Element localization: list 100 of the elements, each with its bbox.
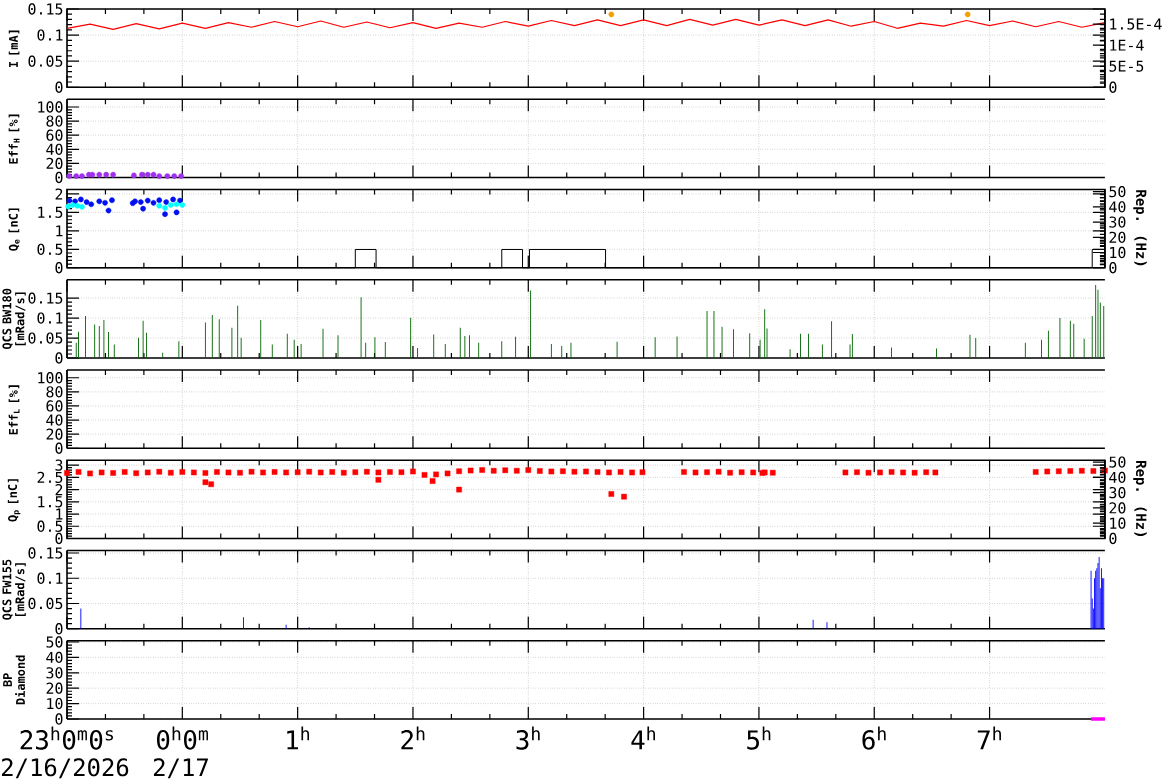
- y-tick-label: 0.1: [37, 312, 63, 324]
- y-tick-label: 40: [46, 651, 63, 664]
- y-tick-label: 80: [46, 115, 63, 127]
- y-tick-label: 100: [38, 101, 63, 113]
- y-tick-label: 0: [55, 623, 63, 635]
- y-axis-title: QCS FW155 [mRad/s]: [2, 559, 26, 620]
- point: [65, 203, 71, 210]
- point: [109, 197, 115, 203]
- y-axis-title: BP Diamond: [3, 655, 25, 705]
- y-tick-label: 2: [55, 484, 63, 496]
- y2-axis-title: Rep. (Hz): [1133, 461, 1147, 536]
- point: [88, 201, 95, 208]
- y2-tick-label: 1.5E-4: [1110, 18, 1162, 30]
- point: [74, 202, 81, 209]
- y-tick-label: 0: [55, 352, 63, 364]
- y2-tick-label: 0: [1109, 81, 1117, 93]
- y-tick-label: 1: [56, 508, 63, 520]
- y-axis-title: I [mA]: [8, 30, 20, 68]
- y-tick-label: 3: [55, 459, 63, 471]
- y-tick-label: 0.15: [28, 3, 63, 15]
- y-tick-label: 60: [46, 400, 63, 412]
- x-tick-label: 7$^{h}$: [977, 726, 1001, 750]
- point: [162, 211, 168, 218]
- point: [105, 207, 112, 214]
- x-tick-label: 23$^{h}$0$^{m}$0$^{s}$: [20, 726, 114, 750]
- y-tick-label: 0.15: [28, 292, 63, 304]
- point: [162, 205, 168, 211]
- x-tick-label: 3$^{h}$: [516, 726, 540, 750]
- y2-tick-label: 10: [1110, 246, 1126, 259]
- y-tick-label: 0.05: [28, 55, 63, 67]
- y-tick-label: 2: [55, 188, 63, 200]
- y2-tick-label: 0: [1109, 532, 1117, 545]
- point: [144, 197, 151, 204]
- y-tick-label: 1.5: [38, 206, 63, 218]
- point: [173, 209, 180, 216]
- y-tick-label: 80: [46, 386, 63, 398]
- x-tick-label: 5$^{h}$: [747, 726, 771, 750]
- y-tick-label: 1: [56, 225, 63, 237]
- point: [179, 202, 186, 208]
- point: [69, 202, 76, 208]
- y-tick-label: 40: [46, 143, 63, 155]
- y2-tick-label: 50: [1109, 185, 1126, 198]
- y-tick-label: 60: [46, 129, 63, 141]
- y2-tick-label: 20: [1109, 502, 1126, 514]
- y-tick-label: 1.5: [38, 496, 63, 508]
- y-tick-label: 0.5: [37, 243, 63, 255]
- y2-tick-label: 30: [1109, 486, 1126, 499]
- y2-tick-label: 10: [1110, 517, 1126, 529]
- point: [83, 199, 90, 205]
- point: [78, 196, 84, 203]
- point: [96, 198, 103, 205]
- y2-tick-label: 1E-4: [1110, 39, 1144, 51]
- y-tick-label: 0: [55, 532, 63, 545]
- y-tick-label: 0: [55, 713, 63, 725]
- y-tick-label: 0: [55, 81, 63, 93]
- y-tick-label: 10: [47, 697, 63, 710]
- y-tick-label: 2.5: [37, 471, 63, 484]
- y2-tick-label: 50: [1109, 456, 1126, 468]
- text: 2/17: [153, 758, 208, 779]
- point: [156, 197, 163, 203]
- y2-tick-label: 40: [1109, 471, 1126, 484]
- y-tick-label: 0.1: [37, 29, 63, 41]
- y-tick-label: 0.15: [28, 547, 63, 559]
- point: [177, 197, 183, 204]
- y2-tick-label: 20: [1109, 231, 1126, 243]
- y-tick-label: 0: [55, 262, 63, 274]
- x-tick-label: 6$^{h}$: [862, 726, 886, 750]
- y-tick-label: 20: [46, 682, 63, 694]
- y-axis-title: Q$_{e}$ [nC]: [8, 208, 20, 251]
- y-tick-label: 0.5: [37, 520, 63, 532]
- y2-tick-label: 40: [1109, 201, 1126, 213]
- y2-tick-label: 30: [1109, 216, 1126, 228]
- y-tick-label: 50: [46, 636, 63, 648]
- y-tick-label: 0.05: [28, 332, 63, 344]
- point: [140, 205, 146, 212]
- x-tick-label: 0$^{h}$0$^{m}$: [157, 726, 208, 750]
- line-series: [66, 18, 1106, 30]
- y-tick-label: 0.05: [28, 597, 63, 610]
- point: [66, 197, 73, 204]
- y-tick-label: 100: [38, 372, 63, 384]
- text: 2/16/2026: [1, 758, 129, 779]
- y-tick-label: 30: [46, 667, 63, 679]
- y-axis-title: Eff$_{L}$ [%]: [8, 385, 20, 435]
- point: [156, 202, 163, 209]
- point: [163, 199, 169, 205]
- y2-tick-label: 0: [1109, 262, 1117, 274]
- y2-axis-title: Rep. (Hz): [1133, 190, 1147, 266]
- y-axis-title: Q$_{p}$ [nC]: [7, 479, 21, 522]
- point: [170, 196, 176, 203]
- point: [138, 199, 144, 205]
- y2-tick-label: 5E-5: [1109, 60, 1144, 72]
- y-tick-label: 0: [55, 171, 63, 184]
- y-axis-title: Eff$_{H}$ [%]: [8, 114, 20, 164]
- point: [150, 199, 157, 206]
- point: [72, 198, 78, 205]
- point: [173, 201, 180, 208]
- point: [167, 202, 174, 208]
- y-tick-label: 0: [55, 442, 63, 454]
- y-tick-label: 20: [46, 428, 63, 440]
- y-tick-label: 20: [46, 157, 63, 170]
